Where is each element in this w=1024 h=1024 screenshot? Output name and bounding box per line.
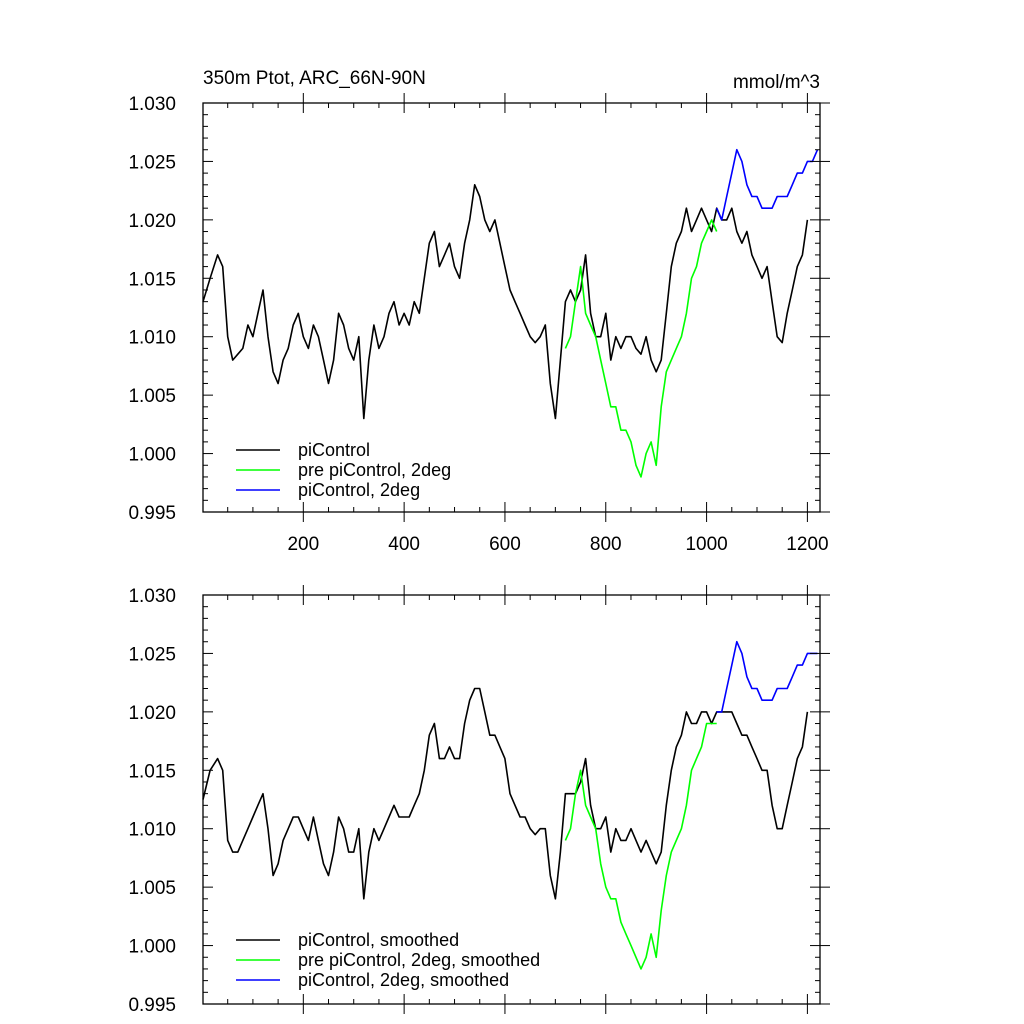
- top-panel: 350m Ptot, ARC_66N-90N mmol/m^3 200 400 60…: [128, 68, 830, 555]
- legend-label: pre piControl, 2deg: [298, 460, 451, 480]
- legend-label: piControl: [298, 440, 370, 460]
- y-tick-label: 1.015: [128, 269, 176, 290]
- bottom-panel: 0.995 1.000 1.005 1.010 1.015 1.020 1.025 1.030…: [128, 585, 830, 1016]
- x-tick-label: 400: [388, 534, 420, 555]
- y-tick-label: 1.005: [128, 878, 176, 899]
- y-tick-label: 1.005: [128, 386, 176, 407]
- legend-label: piControl, smoothed: [298, 930, 459, 950]
- y-tick-label: 1.000: [128, 445, 176, 466]
- y-tick-label: 1.020: [128, 211, 176, 232]
- y-tick-label: 1.030: [128, 586, 176, 607]
- y-tick-label: 1.025: [128, 152, 176, 173]
- y-tick-label: 1.025: [128, 644, 176, 665]
- y-tick-label: 0.995: [128, 503, 176, 524]
- x-tick-label: 1200: [786, 534, 828, 555]
- axis-layer: 200 400 600 800 1000 1200 0.995 1.000 1.005 1.010…: [128, 93, 830, 555]
- series-line-2: [716, 640, 818, 713]
- series-line-2: [715, 148, 819, 221]
- x-tick-label: 200: [287, 534, 319, 555]
- axis-layer: 0.995 1.000 1.005 1.010 1.015 1.020 1.025 1.030: [128, 585, 830, 1016]
- series-line-1: [564, 219, 718, 478]
- y-tick-label: 1.020: [128, 703, 176, 724]
- series-line-0: [202, 184, 809, 420]
- plot-frame: [202, 102, 821, 513]
- series-line-0: [202, 687, 809, 900]
- series-layer: [202, 148, 819, 478]
- legend-label: piControl, 2deg: [298, 480, 420, 500]
- y-tick-label: 1.000: [128, 937, 176, 958]
- series-layer: [202, 640, 818, 970]
- x-tick-label: 600: [489, 534, 521, 555]
- y-tick-label: 1.015: [128, 761, 176, 782]
- y-tick-label: 1.010: [128, 820, 176, 841]
- legend-label: piControl, 2deg, smoothed: [298, 970, 509, 990]
- chart-title: 350m Ptot, ARC_66N-90N: [203, 68, 426, 89]
- plot-frame: [202, 594, 821, 1005]
- y-tick-label: 0.995: [128, 995, 176, 1016]
- units-label: mmol/m^3: [733, 72, 820, 93]
- y-tick-label: 1.030: [128, 94, 176, 115]
- legend-label: pre piControl, 2deg, smoothed: [298, 950, 540, 970]
- series-line-1: [564, 722, 717, 970]
- y-tick-label: 1.010: [128, 328, 176, 349]
- x-tick-label: 1000: [685, 534, 727, 555]
- x-tick-label: 800: [590, 534, 622, 555]
